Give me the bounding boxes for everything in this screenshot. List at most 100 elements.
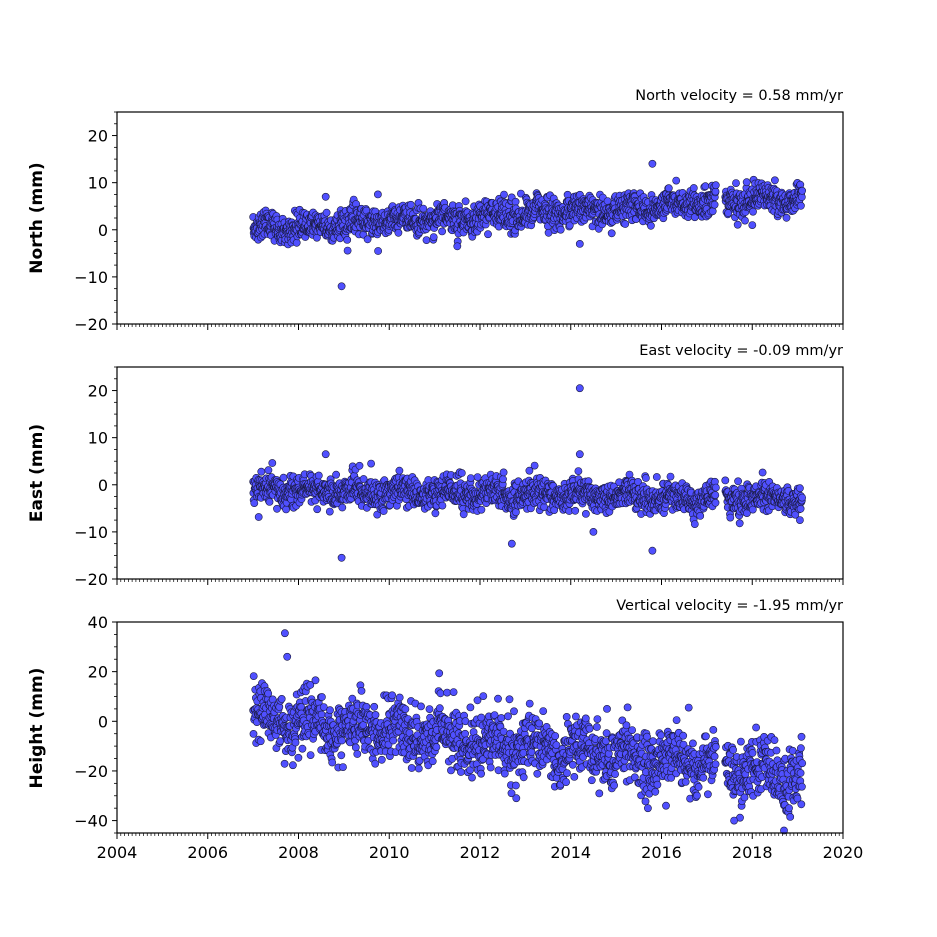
height-point <box>395 693 404 702</box>
east-point <box>332 470 340 479</box>
height-point <box>371 759 380 768</box>
north-ylabel: North (mm) <box>27 162 47 273</box>
height-point <box>504 712 512 721</box>
north-point <box>742 178 751 187</box>
north-point <box>461 197 470 206</box>
east-outlier-point <box>507 539 516 548</box>
height-point <box>362 702 371 711</box>
height-point <box>388 691 396 700</box>
north-point <box>711 181 720 190</box>
height-point <box>249 672 258 680</box>
height-point <box>539 707 548 715</box>
north-y-tick-label: −20 <box>74 315 108 334</box>
north-point <box>797 201 805 210</box>
east-point <box>250 499 259 507</box>
height-point <box>351 743 360 752</box>
east-outlier-point <box>367 459 375 468</box>
height-point <box>298 744 307 753</box>
east-point <box>582 510 590 518</box>
height-point <box>337 751 346 760</box>
east-point <box>355 461 364 470</box>
height-point <box>256 737 265 746</box>
north-outlier-point <box>321 192 330 201</box>
east-point <box>512 508 520 517</box>
height-point <box>306 751 315 759</box>
north-point <box>798 186 806 195</box>
east-point <box>257 467 266 476</box>
north-point <box>749 207 757 216</box>
height-ylabel: Height (mm) <box>27 668 47 789</box>
height-point <box>353 750 362 758</box>
height-point <box>389 736 398 745</box>
north-point <box>322 208 331 217</box>
height-point <box>486 763 495 772</box>
height-point <box>562 778 570 786</box>
north-y-tick-label: 20 <box>88 127 108 146</box>
north-point <box>419 204 428 213</box>
north-outlier-point <box>748 221 757 229</box>
north-point <box>500 190 508 199</box>
east-point <box>726 513 735 522</box>
east-point <box>313 505 322 514</box>
height-point <box>449 688 458 696</box>
north-y-tick-label: 10 <box>88 174 108 193</box>
height-point <box>288 761 297 770</box>
height-point <box>291 738 300 747</box>
north-point <box>517 189 525 198</box>
height-point <box>317 693 326 701</box>
east-point <box>574 467 583 475</box>
height-point <box>499 727 508 736</box>
east-y-tick-label: 20 <box>88 382 108 401</box>
north-point <box>556 225 565 234</box>
north-point <box>374 247 382 255</box>
east-point <box>254 513 263 521</box>
north-outlier-point <box>575 239 584 248</box>
east-outlier-point <box>457 469 466 477</box>
height-point <box>443 688 451 697</box>
height-point <box>500 769 509 778</box>
east-point <box>652 473 661 481</box>
panel-north: North velocity = 0.58 mm/yr North (mm) −… <box>27 88 844 334</box>
height-point <box>414 764 423 773</box>
height-point <box>249 730 258 738</box>
east-point <box>530 461 539 470</box>
east-point <box>338 503 347 512</box>
height-point <box>461 729 469 738</box>
east-point <box>711 491 720 499</box>
height-y-tick-label: −20 <box>74 762 108 781</box>
height-y-tick-label: 40 <box>88 613 108 632</box>
east-y-tick-label: −10 <box>74 523 108 542</box>
north-point <box>782 213 791 222</box>
height-point <box>294 753 303 762</box>
east-point <box>395 466 404 475</box>
height-point <box>328 758 337 767</box>
east-outlier-point <box>575 450 584 459</box>
north-title: North velocity = 0.58 mm/yr <box>635 88 843 104</box>
height-point <box>551 732 560 740</box>
height-point <box>563 769 571 777</box>
north-point <box>511 197 520 206</box>
height-point <box>505 695 514 704</box>
height-point <box>370 702 379 711</box>
east-point <box>314 471 323 480</box>
east-outlier-point <box>321 450 330 459</box>
east-point <box>265 497 274 506</box>
east-point <box>379 507 388 515</box>
north-point <box>733 220 742 229</box>
height-point <box>435 669 444 678</box>
height-point <box>479 692 488 700</box>
north-point <box>647 221 655 230</box>
height-point <box>311 676 320 685</box>
height-y-tick-label: −40 <box>74 812 108 831</box>
east-outlier-point <box>337 553 346 562</box>
height-point <box>525 699 534 708</box>
north-y-tick-label: −10 <box>74 268 108 287</box>
north-outlier-point <box>771 176 779 185</box>
height-point <box>535 719 544 728</box>
east-ylabel: East (mm) <box>27 424 47 522</box>
height-y-tick-label: 0 <box>98 712 108 731</box>
east-point <box>264 466 273 475</box>
height-point <box>407 764 416 772</box>
